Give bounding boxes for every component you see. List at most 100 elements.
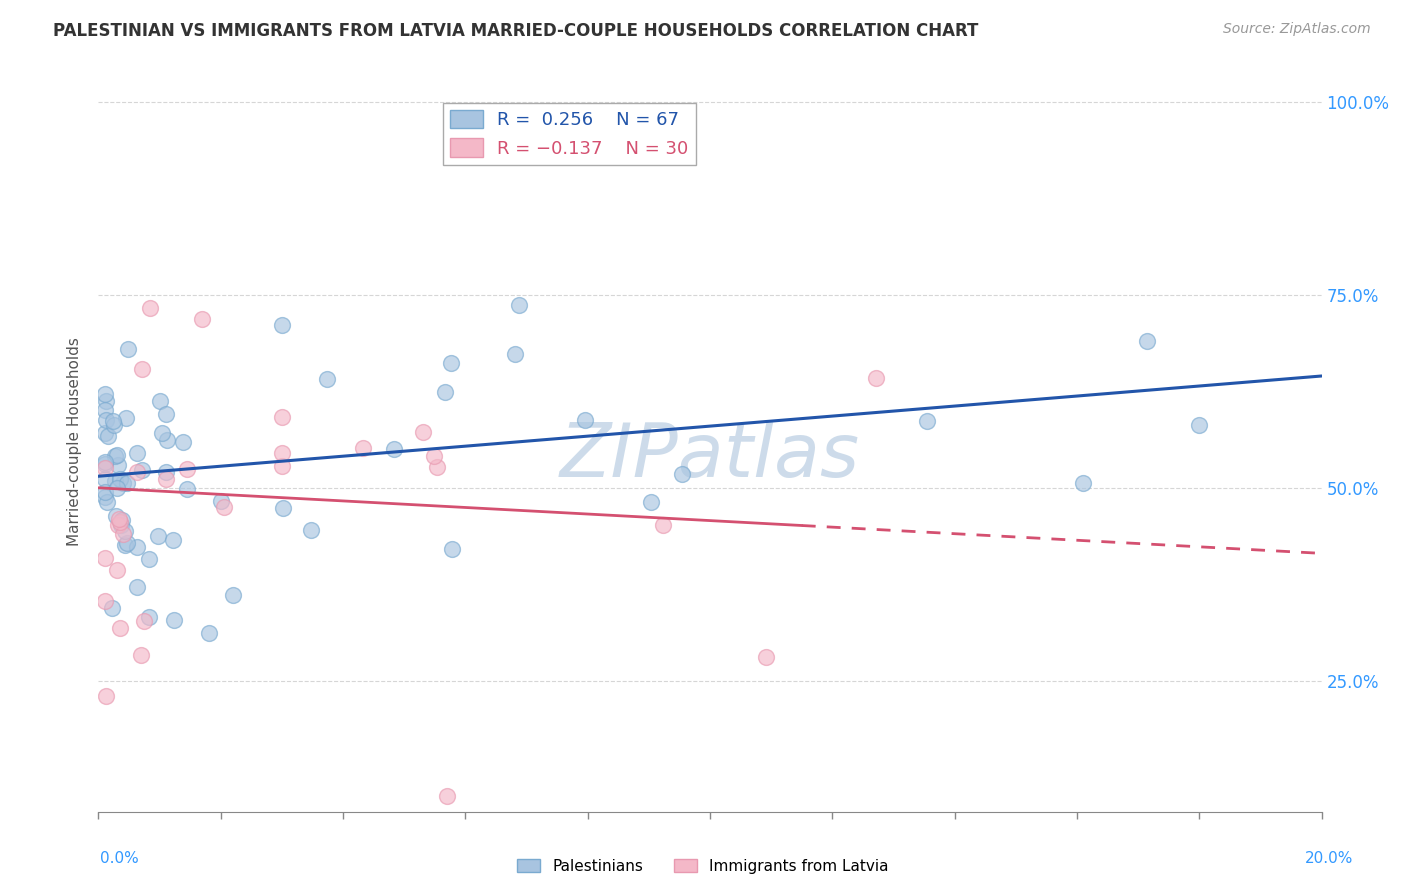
Point (108, 515, 131, 529)
Point (103, 414, 125, 428)
Point (270, 410, 292, 425)
Point (299, 523, 322, 537)
Point (107, 512, 129, 526)
Point (103, 474, 125, 488)
Point (101, 601, 124, 615)
Point (155, 465, 177, 479)
Point (915, 414, 938, 428)
Point (97, 428, 120, 442)
Point (426, 459, 449, 474)
Point (125, 446, 148, 460)
Point (436, 789, 458, 804)
Point (96, 495, 118, 509)
Point (574, 413, 596, 427)
Point (93, 403, 115, 417)
Point (155, 472, 177, 486)
Point (197, 626, 219, 640)
Point (105, 448, 128, 462)
Point (94, 690, 117, 704)
Point (440, 356, 463, 370)
Point (117, 475, 139, 490)
Point (172, 434, 194, 449)
Point (93, 472, 115, 486)
Point (508, 298, 530, 312)
Point (105, 563, 128, 577)
Point (94, 455, 117, 469)
Legend: R =  0.256    N = 67, R = −0.137    N = 30: R = 0.256 N = 67, R = −0.137 N = 30 (443, 103, 696, 165)
Point (1136, 334, 1159, 349)
Point (110, 518, 132, 533)
Point (93, 426, 115, 441)
Point (114, 538, 136, 552)
Point (103, 417, 125, 432)
Point (108, 621, 131, 635)
Point (441, 541, 464, 556)
Point (93, 386, 115, 401)
Point (382, 442, 405, 456)
Point (127, 465, 149, 479)
Text: Source: ZipAtlas.com: Source: ZipAtlas.com (1223, 22, 1371, 37)
Point (131, 362, 153, 376)
Point (412, 425, 434, 439)
Point (352, 441, 374, 455)
Point (671, 467, 693, 481)
Point (150, 426, 173, 441)
Point (212, 500, 235, 514)
Point (162, 533, 184, 548)
Point (271, 501, 294, 516)
Point (156, 433, 179, 447)
Point (131, 463, 153, 477)
Point (270, 318, 292, 332)
Point (104, 509, 127, 524)
Point (222, 588, 245, 602)
Point (155, 407, 177, 421)
Point (138, 552, 160, 566)
Point (94, 393, 117, 408)
Point (125, 580, 148, 594)
Point (111, 513, 134, 527)
Point (434, 385, 457, 400)
Point (129, 648, 152, 662)
Point (163, 613, 186, 627)
Point (114, 524, 136, 539)
Point (93, 550, 115, 565)
Point (93, 484, 115, 499)
Y-axis label: Married-couple Households: Married-couple Households (66, 337, 82, 546)
Text: 0.0%: 0.0% (100, 851, 139, 865)
Point (423, 449, 446, 463)
Point (111, 526, 134, 541)
Point (640, 495, 662, 509)
Point (105, 481, 128, 495)
Point (117, 342, 139, 356)
Point (112, 476, 135, 491)
Point (755, 650, 778, 665)
Point (93, 458, 115, 472)
Legend: Palestinians, Immigrants from Latvia: Palestinians, Immigrants from Latvia (512, 853, 894, 880)
Point (270, 458, 292, 473)
Point (148, 528, 170, 542)
Point (149, 393, 172, 408)
Point (316, 372, 339, 386)
Point (211, 493, 233, 508)
Point (107, 517, 129, 532)
Point (93, 461, 115, 475)
Point (139, 301, 162, 315)
Point (651, 517, 673, 532)
Point (96, 413, 118, 427)
Point (865, 370, 887, 384)
Point (108, 472, 131, 486)
Point (132, 614, 155, 628)
Text: PALESTINIAN VS IMMIGRANTS FROM LATVIA MARRIED-COUPLE HOUSEHOLDS CORRELATION CHAR: PALESTINIAN VS IMMIGRANTS FROM LATVIA MA… (53, 22, 979, 40)
Point (115, 536, 138, 550)
Text: ZIPatlas: ZIPatlas (560, 420, 860, 492)
Point (176, 462, 198, 476)
Point (1188, 417, 1211, 432)
Point (503, 347, 526, 361)
Point (191, 312, 214, 326)
Point (1073, 476, 1095, 491)
Point (115, 410, 138, 425)
Point (93, 593, 115, 607)
Point (176, 482, 198, 496)
Text: 20.0%: 20.0% (1305, 851, 1353, 865)
Point (107, 458, 129, 472)
